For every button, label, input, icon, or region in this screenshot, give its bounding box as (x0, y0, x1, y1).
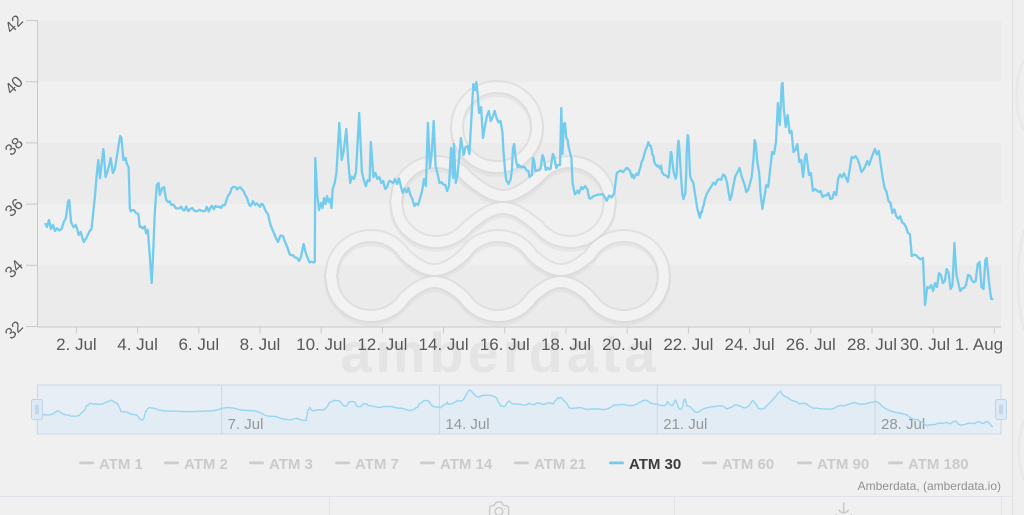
svg-text:Amberdata, (amberdata.io): Amberdata, (amberdata.io) (858, 479, 1001, 493)
svg-text:14. Jul: 14. Jul (445, 416, 489, 433)
svg-text:30. Jul: 30. Jul (900, 335, 950, 354)
svg-text:ATM 1: ATM 1 (99, 456, 143, 473)
svg-text:20. Jul: 20. Jul (602, 335, 652, 354)
svg-text:28. Jul: 28. Jul (847, 335, 897, 354)
svg-text:24. Jul: 24. Jul (725, 335, 775, 354)
svg-text:4. Jul: 4. Jul (117, 335, 158, 354)
svg-text:amberdata: amberdata (340, 321, 659, 384)
svg-text:21. Jul: 21. Jul (663, 416, 707, 433)
svg-text:10. Jul: 10. Jul (296, 335, 346, 354)
svg-text:ATM 3: ATM 3 (269, 456, 313, 473)
svg-text:28. Jul: 28. Jul (881, 416, 925, 433)
svg-text:26. Jul: 26. Jul (786, 335, 836, 354)
svg-text:ATM 30: ATM 30 (629, 456, 681, 473)
svg-text:1. Aug: 1. Aug (955, 335, 1003, 354)
svg-text:8. Jul: 8. Jul (240, 335, 281, 354)
svg-text:ATM 14: ATM 14 (440, 456, 493, 473)
svg-text:6. Jul: 6. Jul (178, 335, 219, 354)
svg-text:ATM 90: ATM 90 (817, 456, 869, 473)
svg-text:ATM 21: ATM 21 (534, 456, 586, 473)
svg-text:ATM 7: ATM 7 (355, 456, 399, 473)
svg-text:ATM 2: ATM 2 (184, 456, 228, 473)
svg-text:16. Jul: 16. Jul (480, 335, 530, 354)
svg-text:ATM 180: ATM 180 (908, 456, 969, 473)
svg-text:2. Jul: 2. Jul (56, 335, 97, 354)
svg-text:22. Jul: 22. Jul (663, 335, 713, 354)
svg-text:ATM 60: ATM 60 (722, 456, 774, 473)
svg-text:7. Jul: 7. Jul (228, 416, 264, 433)
svg-text:12. Jul: 12. Jul (357, 335, 407, 354)
svg-text:18. Jul: 18. Jul (541, 335, 591, 354)
svg-text:14. Jul: 14. Jul (419, 335, 469, 354)
